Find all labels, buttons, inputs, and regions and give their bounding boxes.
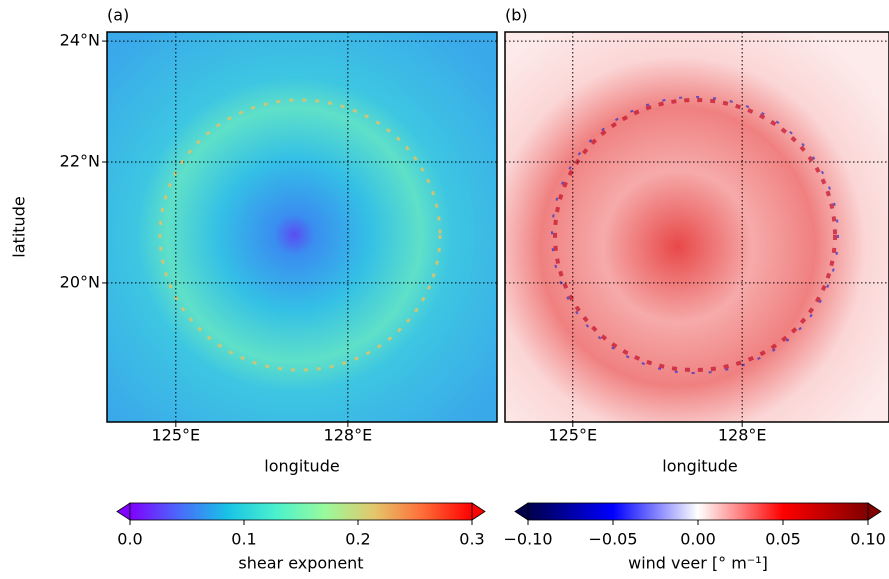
colorbar-tick-label: 0.10 — [850, 530, 886, 549]
field-ring — [551, 96, 839, 374]
x-axis-label: longitude — [662, 457, 737, 476]
panel-label: (b) — [505, 6, 528, 25]
colorbar-tick-label: 0.3 — [459, 530, 484, 549]
colorbar-extend — [514, 502, 529, 521]
map-frame — [106, 31, 498, 423]
colorbar-tick-label: 0.05 — [765, 530, 801, 549]
y-axis-label: latitude — [10, 196, 29, 257]
colorbar-extend — [116, 502, 131, 521]
colorbar-tick-label: 0.00 — [680, 530, 716, 549]
x-axis-label: longitude — [264, 457, 339, 476]
colorbar-tick-label: 0.1 — [231, 530, 256, 549]
field-ring — [158, 98, 442, 372]
colorbar-tick-label: −0.10 — [503, 530, 552, 549]
x-tick-label: 128°E — [718, 426, 767, 445]
x-tick-label: 128°E — [324, 426, 373, 445]
colorbar-extend — [471, 502, 486, 521]
colorbar-label: wind veer [° m⁻¹] — [628, 554, 768, 573]
y-tick-label: 22°N — [60, 152, 100, 171]
map-frame — [504, 31, 889, 423]
colorbar-tick-label: −0.05 — [588, 530, 637, 549]
y-tick-label: 24°N — [60, 31, 100, 50]
field-ring — [553, 98, 837, 372]
y-tick-label: 20°N — [60, 272, 100, 291]
colorbar — [129, 502, 473, 521]
field-b — [505, 32, 889, 422]
colorbar-tick-label: 0.0 — [117, 530, 142, 549]
colorbar-tick-label: 0.2 — [345, 530, 370, 549]
colorbar-extend — [867, 502, 882, 521]
field-a — [107, 32, 497, 422]
panel-label: (a) — [107, 6, 129, 25]
x-tick-label: 125°E — [548, 426, 597, 445]
x-tick-label: 125°E — [151, 426, 200, 445]
colorbar — [527, 502, 869, 521]
colorbar-label: shear exponent — [238, 554, 363, 573]
